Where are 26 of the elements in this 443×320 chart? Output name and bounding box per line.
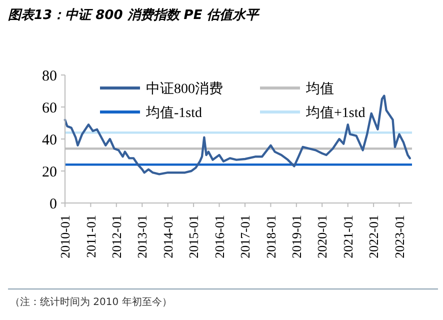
y-tick-label: 40 xyxy=(42,132,57,148)
x-tick-label: 2017-01 xyxy=(238,215,253,258)
y-tick-label: 60 xyxy=(42,100,57,116)
x-tick-label: 2015-01 xyxy=(186,215,202,258)
x-tick-label: 2014-01 xyxy=(160,215,176,258)
y-tick-label: 80 xyxy=(42,68,57,84)
x-tick-label: 2012-01 xyxy=(108,215,124,258)
x-tick-label: 2020-01 xyxy=(314,215,330,258)
y-tick-label: 20 xyxy=(42,164,57,180)
x-tick-label: 2022-01 xyxy=(366,215,382,258)
legend-label: 均值 xyxy=(305,80,334,97)
x-tick-label: 2021-01 xyxy=(340,215,356,258)
y-tick-label: 0 xyxy=(50,196,57,212)
x-tick-label: 2023-01 xyxy=(392,215,407,258)
chart-title: 图表13：中证 800 消费指数 PE 估值水平 xyxy=(8,8,261,23)
legend-label: 均值-1std xyxy=(145,104,202,121)
text: （注：统计时间为 2010 年初至今） xyxy=(10,296,172,308)
x-tick-label: 2010-01 xyxy=(58,215,73,258)
x-tick-label: 2013-01 xyxy=(134,215,150,258)
legend-label: 均值+1std xyxy=(305,104,366,121)
x-tick-label: 2011-01 xyxy=(83,215,98,258)
x-tick-label: 2016-01 xyxy=(212,215,227,258)
x-tick-label: 2018-01 xyxy=(263,215,278,258)
line-series xyxy=(64,94,411,176)
x-tick-label: 2019-01 xyxy=(288,215,304,258)
legend-label: 中证800消费 xyxy=(146,80,223,97)
